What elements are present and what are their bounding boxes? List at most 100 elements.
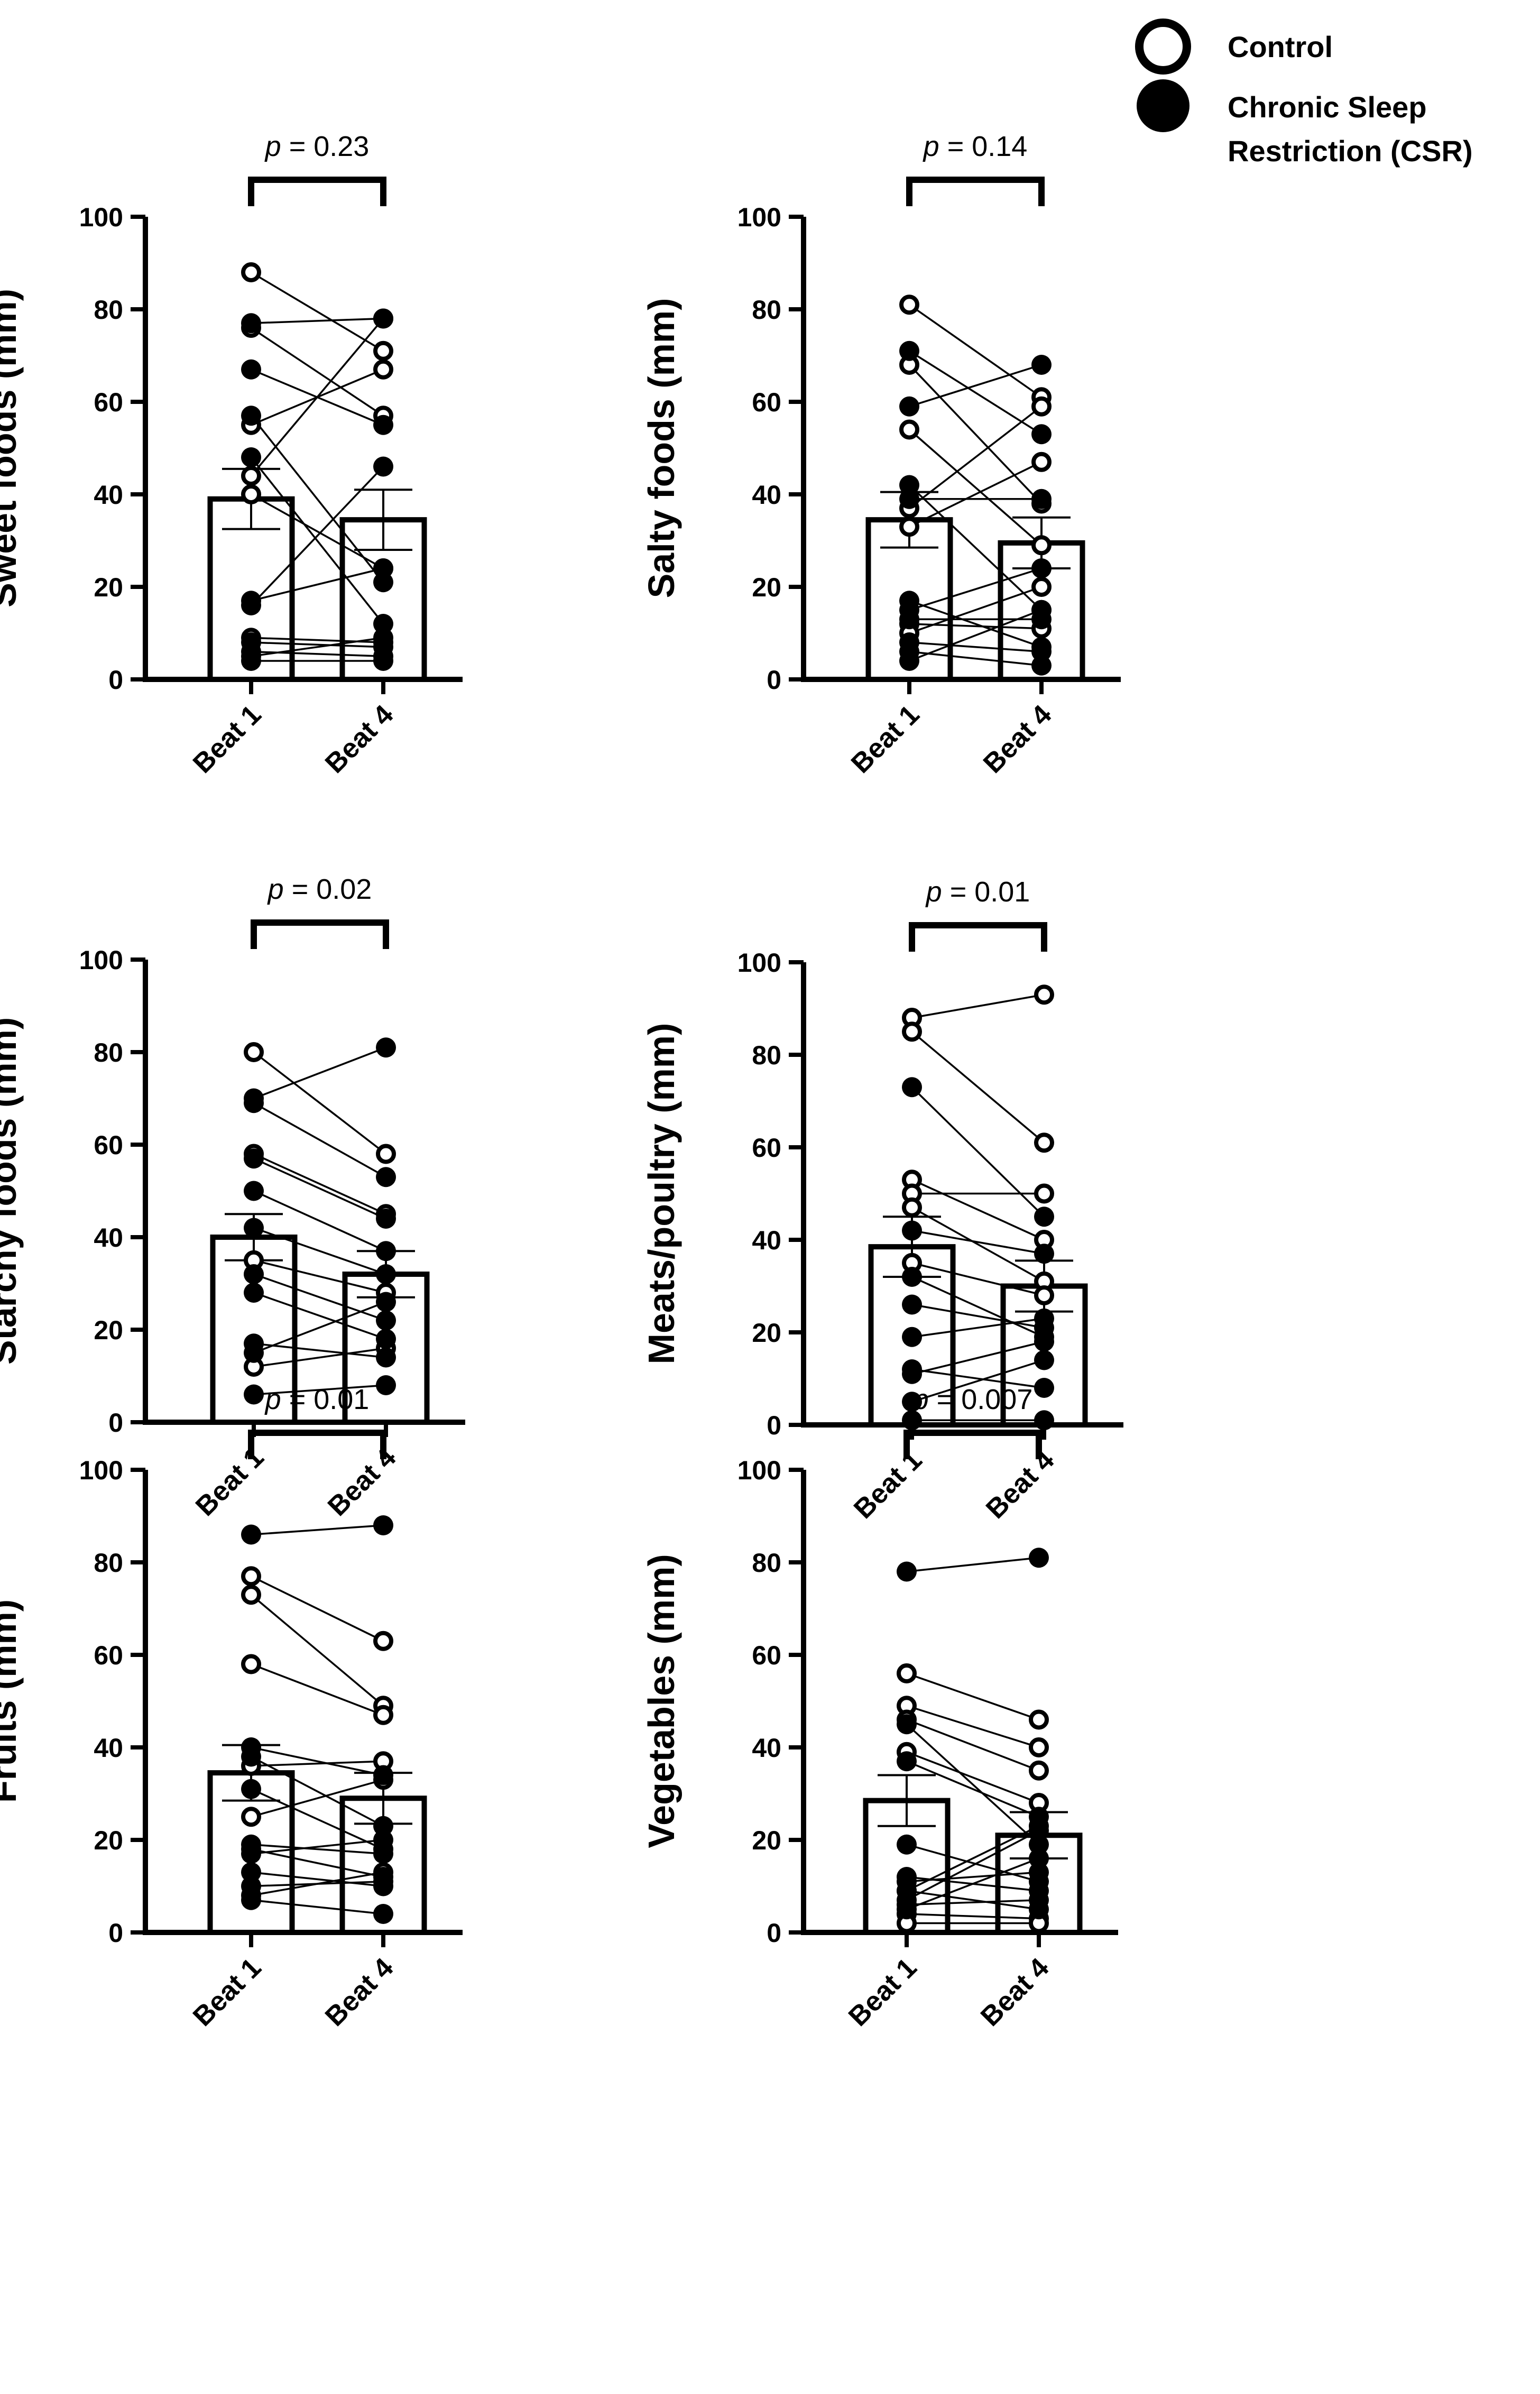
series-control <box>897 1663 1049 1933</box>
subject-line <box>251 1848 384 1878</box>
y-tick-label: 0 <box>108 1918 123 1948</box>
point-csr <box>1031 641 1052 662</box>
point-csr <box>373 572 393 593</box>
p-symbol: p <box>925 876 942 908</box>
point-csr <box>373 1816 393 1836</box>
point-control <box>1031 452 1052 472</box>
subject-line <box>251 1871 384 1887</box>
x-category-label: Beat 4 <box>980 1444 1060 1524</box>
y-tick-label: 40 <box>94 1733 123 1763</box>
point-control <box>1029 1760 1049 1781</box>
subject-line <box>253 1384 386 1396</box>
point-csr <box>899 396 919 417</box>
subject-line <box>906 1829 1039 1901</box>
point-control <box>902 1021 922 1042</box>
subject-line <box>251 1844 384 1855</box>
point-csr <box>241 1746 261 1767</box>
y-tick-label: 100 <box>79 945 123 975</box>
x-category-label: Beat 1 <box>848 1444 928 1524</box>
point-csr <box>899 340 919 361</box>
p-symbol: p <box>912 1384 929 1415</box>
p-value-annotation: p = 0.14 <box>923 131 1028 162</box>
p-value-annotation: p = 0.007 <box>912 1384 1033 1415</box>
y-tick-label: 80 <box>752 1548 781 1578</box>
point-control <box>1034 1132 1054 1153</box>
significance-bracket <box>906 177 1045 206</box>
y-axis-label: Fruits (mm) <box>0 1599 24 1803</box>
point-csr <box>241 359 261 380</box>
subject-line <box>906 1672 1039 1721</box>
point-csr <box>373 308 393 329</box>
subject-line <box>906 1844 1039 1883</box>
point-csr <box>244 1342 264 1363</box>
point-csr <box>241 1876 261 1896</box>
x-category-label: Beat 4 <box>319 699 399 779</box>
subject-line <box>250 1594 384 1707</box>
point-csr <box>1029 1862 1049 1883</box>
subject-line <box>251 493 384 569</box>
subject-line <box>911 1178 1045 1241</box>
legend: Control Chronic Sleep Restriction (CSR) <box>1135 19 1473 168</box>
p-value-text: = 0.02 <box>284 873 372 905</box>
p-value-text: = 0.007 <box>929 1384 1033 1415</box>
significance-bracket <box>251 919 389 949</box>
subject-line <box>909 461 1042 528</box>
subject-line <box>251 1575 384 1642</box>
p-value-text: = 0.01 <box>281 1384 370 1415</box>
point-csr <box>241 595 261 615</box>
series-csr <box>897 1548 1049 1920</box>
point-csr <box>897 1899 917 1920</box>
subject-line <box>911 1359 1045 1403</box>
subject-line <box>250 466 384 606</box>
x-category-label: Beat 4 <box>322 1442 402 1522</box>
subject-line <box>906 1871 1039 1883</box>
subject-line <box>253 1292 386 1340</box>
point-csr <box>373 651 393 671</box>
point-csr <box>899 489 919 509</box>
subject-line <box>251 1881 384 1887</box>
point-csr <box>241 1862 261 1883</box>
point-csr <box>902 1077 922 1098</box>
point-csr <box>373 614 393 634</box>
y-tick-label: 100 <box>737 1456 781 1485</box>
point-csr <box>376 1209 396 1229</box>
point-control <box>1029 1737 1049 1757</box>
p-symbol: p <box>264 131 281 162</box>
point-csr <box>899 475 919 495</box>
subject-line <box>251 637 384 657</box>
x-category-label: Beat 4 <box>319 1952 399 2032</box>
y-tick-label: 20 <box>752 1826 781 1855</box>
point-csr <box>373 1765 393 1785</box>
point-control <box>241 1654 261 1674</box>
series-csr <box>241 1515 393 1924</box>
point-csr <box>373 415 393 435</box>
point-csr <box>1031 600 1052 620</box>
point-csr <box>1034 1331 1054 1352</box>
point-control <box>241 484 261 504</box>
y-tick-label: 40 <box>94 1223 123 1253</box>
x-category-label: Beat 1 <box>843 1952 923 2032</box>
point-csr <box>241 1844 261 1864</box>
subject-line <box>253 1190 386 1252</box>
point-control <box>1031 577 1052 597</box>
point-control <box>1031 396 1052 417</box>
point-csr <box>902 1327 922 1347</box>
point-csr <box>897 1834 917 1855</box>
subject-line <box>250 456 384 625</box>
y-tick-label: 80 <box>94 295 123 325</box>
subject-line <box>911 1229 1045 1255</box>
p-value-text: = 0.23 <box>281 131 370 162</box>
series-control <box>902 984 1054 1305</box>
series-csr <box>899 340 1052 676</box>
subject-line <box>251 1746 384 1776</box>
x-category-label: Beat 1 <box>845 699 925 779</box>
significance-bracket <box>903 1430 1042 1459</box>
point-csr <box>373 1844 393 1864</box>
subject-line <box>909 350 1042 435</box>
subject-line <box>251 369 384 426</box>
point-control <box>241 1585 261 1605</box>
point-control <box>1034 1183 1054 1204</box>
x-category-label: Beat 4 <box>978 699 1057 779</box>
subject-line <box>250 415 384 583</box>
p-symbol: p <box>267 873 284 905</box>
